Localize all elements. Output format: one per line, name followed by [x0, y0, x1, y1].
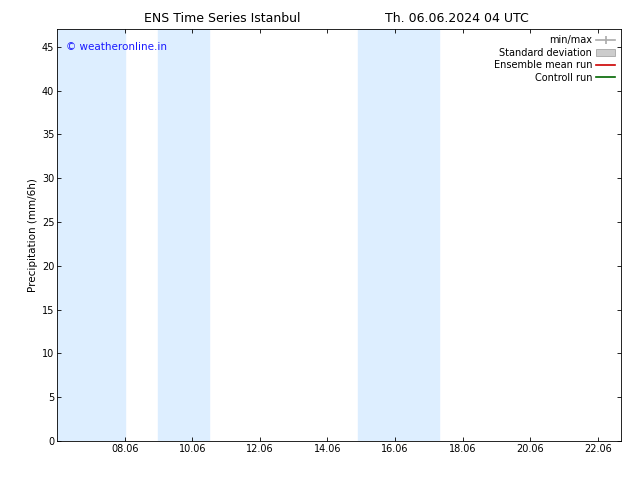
Bar — [158, 29, 209, 441]
Text: Th. 06.06.2024 04 UTC: Th. 06.06.2024 04 UTC — [385, 12, 528, 25]
Y-axis label: Precipitation (mm/6h): Precipitation (mm/6h) — [28, 178, 37, 292]
Legend: min/max, Standard deviation, Ensemble mean run, Controll run: min/max, Standard deviation, Ensemble me… — [491, 32, 618, 85]
Bar — [358, 29, 402, 441]
Bar — [402, 29, 439, 441]
Text: ENS Time Series Istanbul: ENS Time Series Istanbul — [144, 12, 300, 25]
Text: © weatheronline.in: © weatheronline.in — [65, 42, 167, 52]
Bar — [57, 29, 125, 441]
